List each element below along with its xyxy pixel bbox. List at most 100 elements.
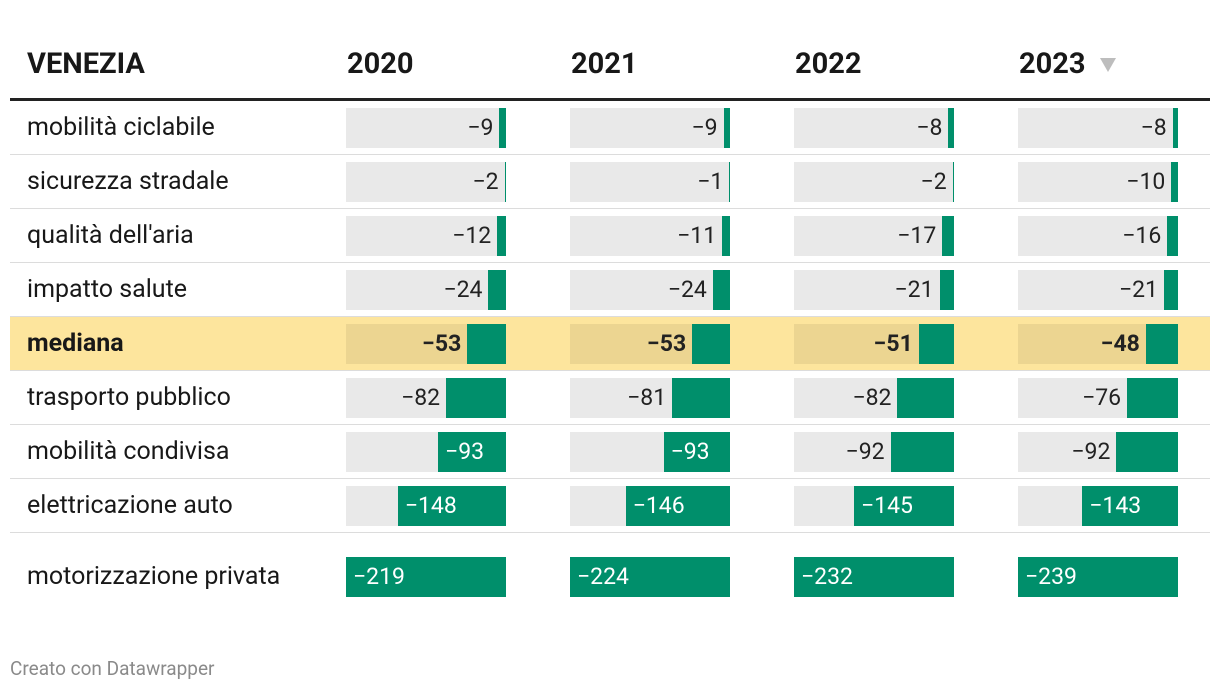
column-header: 2022 bbox=[795, 47, 862, 81]
bar bbox=[729, 162, 730, 202]
bar-cell: −17 bbox=[794, 216, 954, 256]
bar bbox=[722, 216, 730, 256]
value-label: −12 bbox=[452, 222, 492, 249]
bar bbox=[918, 324, 954, 364]
value-label: −146 bbox=[632, 492, 685, 519]
bar-cell: −92 bbox=[794, 432, 954, 472]
bar-cell: −2 bbox=[794, 162, 954, 202]
value-label: −1 bbox=[697, 168, 724, 195]
bar-cell: −12 bbox=[346, 216, 506, 256]
bar-cell: −24 bbox=[346, 270, 506, 310]
bar-cell: −9 bbox=[570, 108, 730, 148]
bar-cell: −81 bbox=[570, 378, 730, 418]
bar bbox=[397, 486, 506, 526]
bar-cell: −8 bbox=[1018, 108, 1178, 148]
column-header: 2020 bbox=[347, 47, 414, 81]
bar-cell: −93 bbox=[570, 432, 730, 472]
bar-cell: −53 bbox=[570, 324, 730, 364]
bar bbox=[625, 486, 730, 526]
bar bbox=[942, 216, 954, 256]
bar bbox=[1018, 556, 1178, 597]
bar-cell: −92 bbox=[1018, 432, 1178, 472]
table-title: VENEZIA bbox=[27, 47, 145, 81]
bar bbox=[346, 556, 506, 597]
bar-cell: −9 bbox=[346, 108, 506, 148]
bar-cell: −82 bbox=[794, 378, 954, 418]
value-label: −16 bbox=[1122, 222, 1162, 249]
bar bbox=[939, 270, 954, 310]
bar bbox=[570, 556, 730, 597]
value-label: −21 bbox=[1118, 276, 1158, 303]
row-label: sicurezza stradale bbox=[27, 167, 229, 196]
value-label: −2 bbox=[920, 168, 947, 195]
column-header: 2021 bbox=[571, 47, 638, 81]
value-label: −92 bbox=[845, 438, 885, 465]
footer: Creato con Datawrapper bbox=[10, 657, 215, 680]
row-label: mediana bbox=[27, 329, 124, 358]
row-label: mobilità ciclabile bbox=[27, 113, 215, 142]
row-label: impatto salute bbox=[27, 275, 188, 304]
bar bbox=[672, 378, 730, 418]
bar bbox=[438, 432, 506, 472]
bar-cell: −76 bbox=[1018, 378, 1178, 418]
bar-cell: −2 bbox=[346, 162, 506, 202]
bar bbox=[446, 378, 506, 418]
bar-cell: −16 bbox=[1018, 216, 1178, 256]
value-label: −239 bbox=[1025, 562, 1077, 590]
bar bbox=[663, 432, 730, 472]
row-label: qualità dell'aria bbox=[27, 221, 194, 250]
bar-cell: −143 bbox=[1018, 486, 1178, 526]
value-label: −93 bbox=[445, 438, 485, 465]
value-label: −10 bbox=[1126, 168, 1166, 195]
value-label: −81 bbox=[627, 384, 667, 411]
value-label: −48 bbox=[1100, 330, 1140, 357]
bar-cell: −48 bbox=[1018, 324, 1178, 364]
row-label: motorizzazione privata bbox=[27, 561, 281, 591]
bar bbox=[712, 270, 730, 310]
value-label: −2 bbox=[472, 168, 499, 195]
column-header: 2023 bbox=[1019, 47, 1086, 81]
bar-cell: −1 bbox=[570, 162, 730, 202]
bar-cell: −146 bbox=[570, 486, 730, 526]
value-label: −8 bbox=[916, 114, 943, 141]
value-label: −53 bbox=[647, 330, 687, 357]
value-label: −93 bbox=[670, 438, 710, 465]
bar-cell: −82 bbox=[346, 378, 506, 418]
value-label: −143 bbox=[1089, 492, 1142, 519]
value-label: −82 bbox=[401, 384, 441, 411]
bar bbox=[1163, 270, 1178, 310]
bar-cell: −232 bbox=[794, 556, 954, 597]
bar bbox=[890, 432, 954, 472]
bar-cell: −51 bbox=[794, 324, 954, 364]
bar bbox=[488, 270, 506, 310]
value-label: −148 bbox=[404, 492, 457, 519]
value-label: −232 bbox=[801, 562, 853, 590]
bar-cell: −224 bbox=[570, 556, 730, 597]
bar bbox=[497, 216, 506, 256]
bar bbox=[854, 486, 954, 526]
value-label: −8 bbox=[1140, 114, 1167, 141]
bar-cell: −24 bbox=[570, 270, 730, 310]
bar-cell: −21 bbox=[1018, 270, 1178, 310]
bar-cell: −8 bbox=[794, 108, 954, 148]
value-label: −219 bbox=[353, 562, 405, 590]
bar bbox=[897, 378, 954, 418]
header-rule bbox=[10, 98, 1210, 101]
bar-cell: −145 bbox=[794, 486, 954, 526]
bar bbox=[467, 324, 506, 364]
bar bbox=[723, 108, 730, 148]
value-label: −24 bbox=[443, 276, 483, 303]
value-label: −9 bbox=[467, 114, 494, 141]
bar-cell: −148 bbox=[346, 486, 506, 526]
bar bbox=[1145, 324, 1178, 364]
bar bbox=[948, 108, 954, 148]
value-label: −51 bbox=[873, 330, 913, 357]
row-label: trasporto pubblico bbox=[27, 383, 231, 412]
value-label: −21 bbox=[894, 276, 934, 303]
value-label: −53 bbox=[422, 330, 462, 357]
bar-cell: −10 bbox=[1018, 162, 1178, 202]
sort-icon bbox=[1100, 58, 1116, 72]
bar bbox=[1082, 486, 1178, 526]
bar bbox=[1171, 162, 1178, 202]
